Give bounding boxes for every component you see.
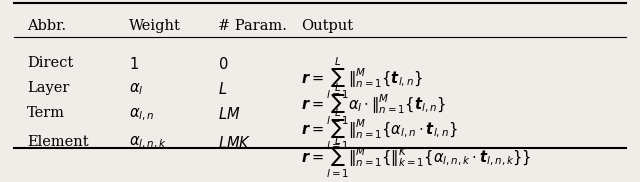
- Text: $0$: $0$: [218, 56, 228, 72]
- Text: $LM$: $LM$: [218, 106, 241, 122]
- Text: $\boldsymbol{r} = \sum_{l=1}^{L} \|_{n=1}^{M}\{\boldsymbol{t}_{l,n}\}$: $\boldsymbol{r} = \sum_{l=1}^{L} \|_{n=1…: [301, 56, 422, 101]
- Text: Element: Element: [27, 134, 88, 149]
- Text: Term: Term: [27, 106, 65, 120]
- Text: Output: Output: [301, 19, 353, 33]
- Text: # Param.: # Param.: [218, 19, 287, 33]
- Text: Abbr.: Abbr.: [27, 19, 66, 33]
- Text: $\alpha_{l,n,k}$: $\alpha_{l,n,k}$: [129, 134, 166, 151]
- Text: Direct: Direct: [27, 56, 73, 70]
- Text: $\alpha_l$: $\alpha_l$: [129, 81, 143, 97]
- Text: $\boldsymbol{r} = \sum_{l=1}^{L} \|_{n=1}^{M}\{\|_{k=1}^{K}\{\alpha_{l,n,k} \cdo: $\boldsymbol{r} = \sum_{l=1}^{L} \|_{n=1…: [301, 134, 531, 180]
- Text: $LMK$: $LMK$: [218, 134, 252, 151]
- Text: $L$: $L$: [218, 81, 227, 97]
- Text: $\boldsymbol{r} = \sum_{l=1}^{L} \|_{n=1}^{M}\{\alpha_{l,n} \cdot \boldsymbol{t}: $\boldsymbol{r} = \sum_{l=1}^{L} \|_{n=1…: [301, 106, 458, 152]
- Text: $\alpha_{l,n}$: $\alpha_{l,n}$: [129, 106, 154, 123]
- Text: $1$: $1$: [129, 56, 139, 72]
- Text: Layer: Layer: [27, 81, 69, 95]
- Text: Weight: Weight: [129, 19, 180, 33]
- Text: $\boldsymbol{r} = \sum_{l=1}^{L} \alpha_l \cdot \|_{n=1}^{M}\{\boldsymbol{t}_{l,: $\boldsymbol{r} = \sum_{l=1}^{L} \alpha_…: [301, 81, 446, 126]
